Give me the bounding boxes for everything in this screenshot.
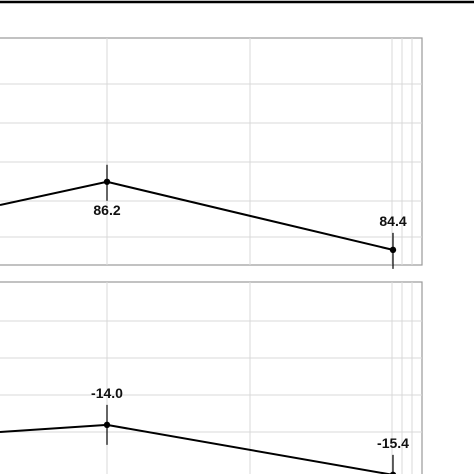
data-label: 86.2 [93,202,120,218]
data-label: -14.0 [91,385,123,401]
lower-chart-panel: -14.0 -15.4 [0,281,423,474]
data-label: 84.4 [379,213,406,229]
upper-chart-panel: 86.2 84.4 [0,37,423,269]
data-point [103,421,111,429]
data-point [389,246,397,254]
data-point [103,178,111,185]
plot-area [0,281,423,474]
data-label: -15.4 [377,435,409,451]
plot-area [0,37,423,266]
data-point [389,471,397,474]
